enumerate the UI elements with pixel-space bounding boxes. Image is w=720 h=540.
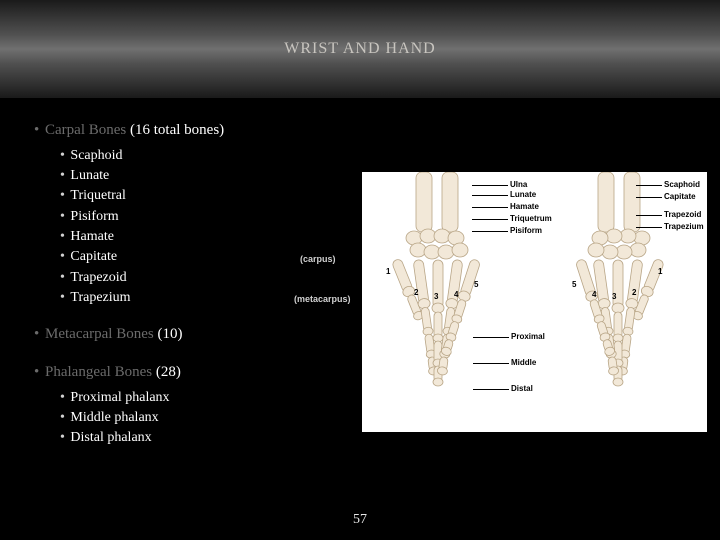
- group-heading: Metacarpal Bones (10): [34, 324, 354, 346]
- figure-label: Pisiform: [510, 226, 542, 235]
- sublist: Proximal phalanxMiddle phalanxDistal pha…: [60, 388, 354, 449]
- group-heading: Phalangeal Bones (28): [34, 362, 354, 384]
- title-band: WRIST AND HAND: [0, 0, 720, 98]
- leader-line: [472, 231, 508, 232]
- leader-line: [473, 337, 509, 338]
- digit-number: 1: [386, 267, 390, 276]
- figure-label: Ulna: [510, 180, 527, 189]
- heading-dim: Carpal Bones: [45, 122, 126, 138]
- group-1: Metacarpal Bones (10): [34, 324, 354, 346]
- digit-number: 2: [414, 288, 418, 297]
- list-item: Hamate: [60, 227, 354, 247]
- figure-label: Triquetrum: [510, 214, 552, 223]
- heading-dim: Metacarpal Bones: [45, 326, 154, 342]
- content-list: Carpal Bones (16 total bones) ScaphoidLun…: [34, 120, 354, 465]
- digit-number: 1: [658, 267, 662, 276]
- leader-line: [473, 389, 509, 390]
- figure-label: Scaphoid: [664, 180, 700, 189]
- list-item: Proximal phalanx: [60, 388, 354, 408]
- label-carpus: (carpus): [300, 254, 336, 264]
- list-item: Scaphoid: [60, 146, 354, 166]
- leader-line: [472, 207, 508, 208]
- hand-diagram: UlnaLunate Hamate Triquetrum Pisiform Proxim…: [362, 172, 707, 432]
- list-item: Pisiform: [60, 207, 354, 227]
- leader-line: [472, 219, 508, 220]
- group-heading: Carpal Bones (16 total bones): [34, 120, 354, 142]
- leader-line: [473, 363, 509, 364]
- heading-rest: (10): [154, 326, 183, 342]
- digit-number: 4: [454, 290, 458, 299]
- list-item: Triquetral: [60, 186, 354, 206]
- left-hand-illustration: [366, 172, 516, 432]
- leader-line: [636, 227, 662, 228]
- figure-label: Middle: [511, 358, 536, 367]
- digit-number: 5: [572, 280, 576, 289]
- heading-rest: (16 total bones): [126, 122, 224, 138]
- list-item: Middle phalanx: [60, 408, 354, 428]
- list-item: Lunate: [60, 166, 354, 186]
- group-0: Carpal Bones (16 total bones) ScaphoidLun…: [34, 120, 354, 308]
- leader-line: [472, 185, 508, 186]
- digit-number: 4: [592, 290, 596, 299]
- leader-line: [636, 185, 662, 186]
- heading-rest: (28): [152, 364, 181, 380]
- list-item: Distal phalanx: [60, 428, 354, 448]
- label-metacarpus: (metacarpus): [294, 294, 351, 304]
- list-item: Trapezoid: [60, 268, 354, 288]
- group-2: Phalangeal Bones (28) Proximal phalanxMid…: [34, 362, 354, 449]
- heading-dim: Phalangeal Bones: [45, 364, 152, 380]
- figure-label: Hamate: [510, 202, 539, 211]
- figure-label: Capitate: [664, 192, 696, 201]
- digit-number: 2: [632, 288, 636, 297]
- figure-label: Proximal: [511, 332, 545, 341]
- sublist: ScaphoidLunateTriquetralPisiformHamateCa…: [60, 146, 354, 308]
- digit-number: 3: [612, 292, 616, 301]
- leader-line: [636, 197, 662, 198]
- page-number: 57: [0, 512, 720, 528]
- leader-line: [636, 215, 662, 216]
- digit-number: 3: [434, 292, 438, 301]
- digit-number: 5: [474, 280, 478, 289]
- leader-line: [472, 195, 508, 196]
- page-title: WRIST AND HAND: [284, 40, 435, 58]
- figure-label: Lunate: [510, 190, 536, 199]
- figure-label: Trapezoid: [664, 210, 701, 219]
- figure-label: Distal: [511, 384, 533, 393]
- figure-label: Trapezium: [664, 222, 704, 231]
